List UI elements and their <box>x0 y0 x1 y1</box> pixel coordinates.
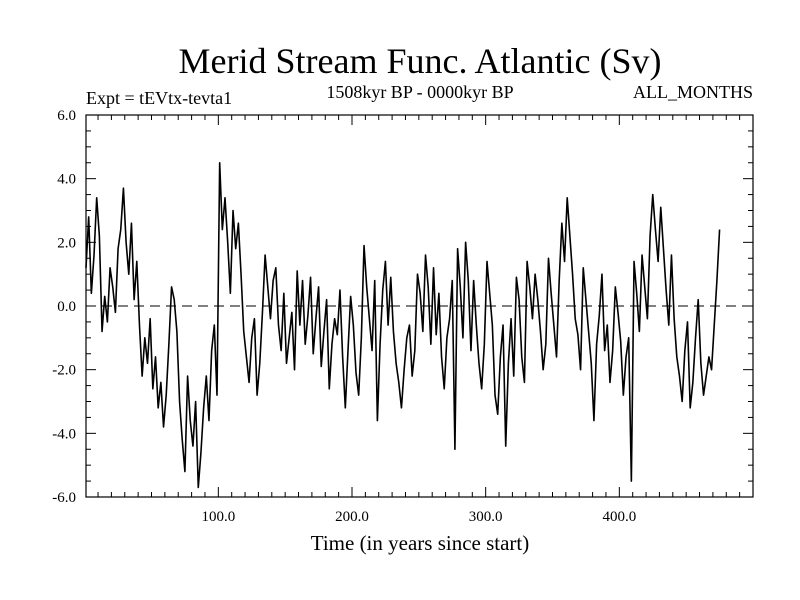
y-tick-label: -2.0 <box>52 363 76 379</box>
chart-title: Merid Stream Func. Atlantic (Sv) <box>179 41 662 81</box>
x-tick-label: 200.0 <box>335 509 369 525</box>
series-line-0 <box>85 161 721 489</box>
y-tick-label: 6.0 <box>57 108 76 124</box>
x-axis: 100.0 200.0 300.0 400.0 <box>97 115 754 525</box>
time-range-label: 1508kyr BP - 0000kyr BP <box>326 82 513 102</box>
y-axis: 6.0 4.0 2.0 0.0 -2.0 -4.0 -6.0 <box>52 108 753 506</box>
x-axis-label: Time (in years since start) <box>311 531 530 555</box>
months-label: ALL_MONTHS <box>633 82 753 102</box>
x-tick-label: 100.0 <box>201 509 235 525</box>
plot-area <box>85 114 754 498</box>
y-tick-label: -6.0 <box>52 490 76 506</box>
y-tick-label: 0.0 <box>57 299 76 315</box>
y-tick-label: -4.0 <box>52 426 76 442</box>
y-tick-label: 4.0 <box>57 172 76 188</box>
y-tick-label: 2.0 <box>57 235 76 251</box>
x-tick-label: 400.0 <box>602 509 636 525</box>
experiment-label: Expt = tEVtx-tevta1 <box>86 88 232 108</box>
x-tick-label: 300.0 <box>469 509 503 525</box>
